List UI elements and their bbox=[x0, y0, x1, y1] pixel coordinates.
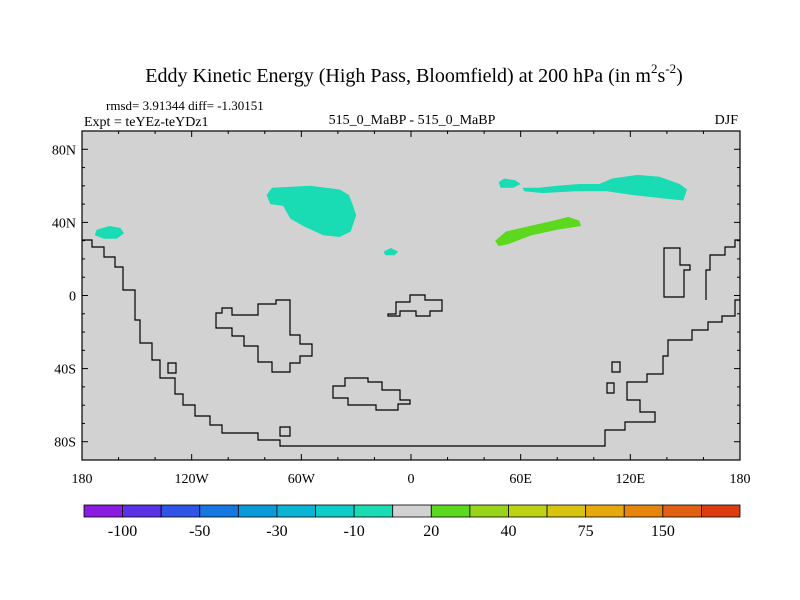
x-tick-label: 60W bbox=[288, 472, 316, 487]
region-asia-positive bbox=[495, 216, 581, 247]
x-tick-label: 180 bbox=[730, 472, 751, 487]
colorbar-label: 75 bbox=[578, 523, 594, 540]
colorbar-swatch bbox=[83, 504, 123, 518]
coastline-africa bbox=[387, 294, 443, 317]
season-label: DJF bbox=[715, 113, 739, 128]
colorbar-label: 20 bbox=[423, 523, 439, 540]
chart-title: Eddy Kinetic Energy (High Pass, Bloomfie… bbox=[145, 61, 683, 87]
coastline-western-hemisphere bbox=[82, 239, 740, 447]
region-eurasia-negative-east bbox=[522, 174, 687, 201]
coastline-east-pacific bbox=[663, 247, 691, 298]
colorbar-label: -100 bbox=[108, 523, 137, 540]
coastline-small-island-south bbox=[606, 382, 615, 394]
colorbar-swatch bbox=[237, 504, 278, 518]
colorbar-label: -50 bbox=[189, 523, 210, 540]
colorbar-swatch bbox=[701, 504, 741, 518]
colorbar-swatch bbox=[276, 504, 316, 518]
axis-tick-labels: 180 120W 60W 0 60E 120E 180 80N 40N 0 40S 80S bbox=[52, 143, 751, 487]
x-tick-label: 0 bbox=[408, 472, 415, 487]
y-tick-label: 40S bbox=[54, 363, 76, 378]
region-north-pacific-negative bbox=[94, 226, 124, 239]
colorbar-swatch bbox=[585, 504, 625, 518]
region-eurasia-negative-west bbox=[498, 178, 521, 188]
colorbar-swatch bbox=[546, 504, 587, 518]
expt-text: Expt = teYEz-teYDz1 bbox=[84, 115, 209, 130]
stats-text: rmsd= 3.91344 diff= -1.30151 bbox=[106, 98, 264, 113]
colorbar-swatch bbox=[508, 504, 548, 518]
coastline-small-island-antarctic bbox=[279, 426, 291, 437]
colorbar-swatch bbox=[199, 504, 239, 518]
axis-ticks bbox=[81, 131, 741, 460]
colorbar-label: 40 bbox=[500, 523, 516, 540]
colorbar-swatch bbox=[623, 504, 664, 518]
y-tick-label: 40N bbox=[52, 216, 76, 231]
colorbar: -100 -50 -30 -10 20 40 75 150 bbox=[83, 504, 741, 540]
colorbar-swatch bbox=[430, 504, 471, 518]
coastline-outlines bbox=[82, 239, 740, 447]
x-tick-label: 120W bbox=[175, 472, 210, 487]
region-north-atlantic-negative bbox=[266, 185, 357, 237]
colorbar-swatch bbox=[469, 504, 509, 518]
colorbar-swatch bbox=[392, 504, 432, 518]
y-tick-label: 80N bbox=[52, 143, 76, 158]
colorbar-swatch bbox=[160, 504, 201, 518]
x-tick-label: 60E bbox=[509, 472, 532, 487]
coastline-north-america-east bbox=[705, 239, 740, 300]
y-tick-label: 80S bbox=[54, 436, 76, 451]
comparison-text: 515_0_MaBP - 515_0_MaBP bbox=[329, 113, 496, 128]
x-tick-label: 180 bbox=[72, 472, 93, 487]
colorbar-label: -30 bbox=[266, 523, 287, 540]
y-tick-label: 0 bbox=[69, 290, 76, 305]
anomaly-regions bbox=[94, 174, 687, 256]
x-tick-label: 120E bbox=[616, 472, 646, 487]
coastline-south-america bbox=[215, 299, 313, 373]
region-atlantic-small-negative bbox=[383, 248, 399, 256]
colorbar-label: 150 bbox=[651, 523, 675, 540]
colorbar-swatch bbox=[662, 504, 702, 518]
colorbar-swatch bbox=[122, 504, 162, 518]
colorbar-swatch bbox=[315, 504, 355, 518]
coastline-small-island-east bbox=[611, 361, 621, 373]
colorbar-label: -10 bbox=[343, 523, 364, 540]
coastline-antarctic-island bbox=[332, 377, 411, 411]
colorbar-swatch bbox=[353, 504, 394, 518]
coastline-small-island-west bbox=[167, 362, 177, 374]
